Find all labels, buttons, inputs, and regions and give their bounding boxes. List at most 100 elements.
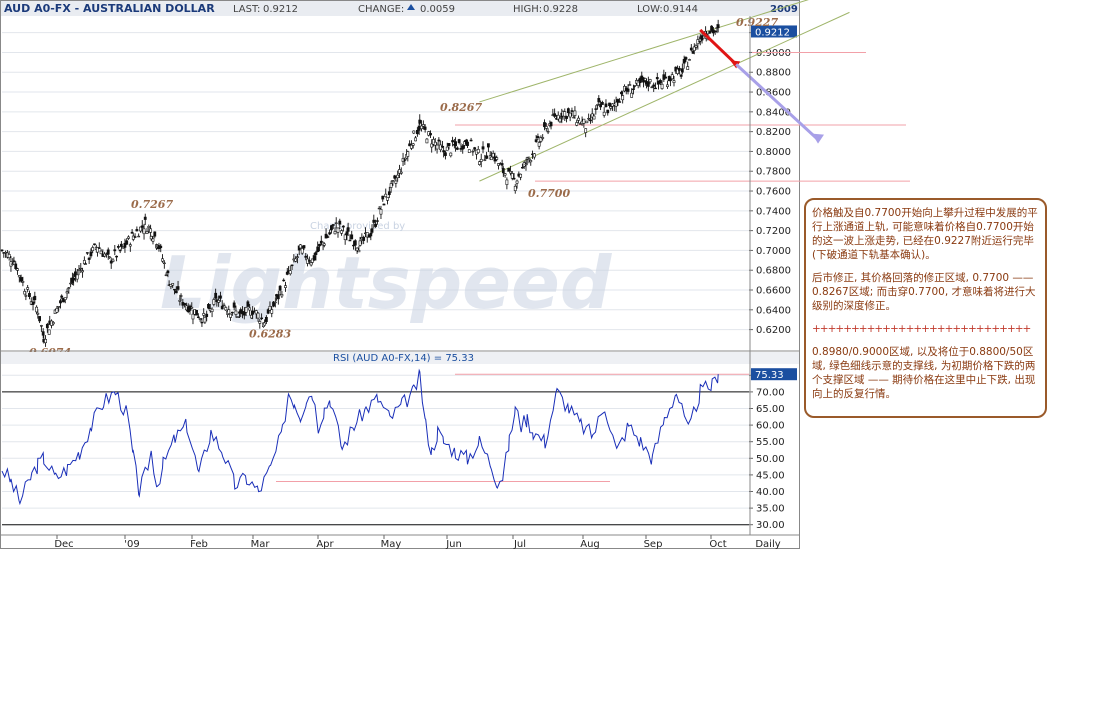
price-candle <box>566 108 570 114</box>
price-candle <box>41 331 45 336</box>
price-tick-label: 0.6600 <box>756 286 791 297</box>
price-candle <box>79 267 83 270</box>
price-candle <box>512 177 516 180</box>
price-tick-label: 0.7800 <box>756 167 791 178</box>
price-candle <box>597 98 601 103</box>
price-candle <box>273 301 277 304</box>
price-candle <box>358 240 362 246</box>
rsi-series <box>1 368 719 506</box>
price-candle <box>600 102 604 105</box>
price-candle <box>11 263 15 265</box>
price-candle <box>147 226 151 228</box>
price-candle <box>334 222 338 224</box>
price-candle <box>485 155 489 159</box>
price-candle <box>680 68 684 73</box>
price-candle <box>389 183 393 188</box>
rsi-tick-label: 60.00 <box>756 421 785 432</box>
price-candle <box>84 263 87 265</box>
price-candle <box>543 122 546 128</box>
price-candle <box>677 67 681 71</box>
price-candle <box>537 142 541 147</box>
price-candle <box>75 274 79 280</box>
price-candle <box>646 81 650 87</box>
price-candle <box>324 233 328 239</box>
price-candle <box>575 122 579 126</box>
price-candle <box>532 153 536 158</box>
price-candle <box>254 310 258 315</box>
price-candle <box>604 103 608 108</box>
price-candle <box>331 224 335 226</box>
price-candle <box>437 139 441 142</box>
price-candle <box>145 231 149 234</box>
last-price-label: 0.9212 <box>755 27 790 38</box>
price-candle <box>276 294 280 300</box>
price-candle <box>435 144 439 150</box>
price-candle <box>67 287 71 289</box>
last-label: LAST: <box>233 4 260 15</box>
price-grid <box>2 32 749 331</box>
price-candle <box>702 35 706 39</box>
price-candle <box>616 99 620 103</box>
price-candle <box>469 139 473 142</box>
price-candle <box>455 147 459 150</box>
price-tick-label: 0.8400 <box>756 107 791 118</box>
price-candle <box>565 116 568 119</box>
price-candle <box>710 25 713 31</box>
price-candle <box>232 302 236 308</box>
price-candle <box>258 321 262 324</box>
price-candle <box>491 153 495 158</box>
price-candle <box>573 110 577 116</box>
price-candle <box>77 269 81 271</box>
x-tick-label: Dec <box>54 539 73 550</box>
price-candle <box>340 230 343 234</box>
price-candle <box>682 59 686 64</box>
price-candle <box>411 143 415 146</box>
price-candle <box>343 234 347 240</box>
price-candle <box>113 249 117 252</box>
price-candle <box>439 144 443 151</box>
price-candle <box>87 257 91 260</box>
price-candle <box>91 247 95 251</box>
price-candle <box>521 166 524 169</box>
price-candle <box>686 66 690 70</box>
price-candle <box>599 104 602 108</box>
price-candle <box>602 111 606 116</box>
price-candle <box>270 309 274 314</box>
price-candle <box>626 88 630 92</box>
price-candle <box>585 120 589 124</box>
price-candle <box>224 307 228 311</box>
rsi-tick-label: 65.00 <box>756 404 785 415</box>
price-series <box>0 19 824 347</box>
rsi-tick-label: 45.00 <box>756 470 785 481</box>
rsi-value-marker <box>751 368 797 381</box>
price-candle <box>708 30 712 34</box>
rsi-tick-label: 55.00 <box>756 437 785 448</box>
price-candle <box>310 258 314 263</box>
x-tick-label: Apr <box>316 539 334 550</box>
price-candle <box>501 168 505 174</box>
price-candle <box>505 179 509 185</box>
price-candle <box>577 117 580 121</box>
price-candle <box>716 24 720 29</box>
price-candle <box>137 235 141 238</box>
price-candle <box>650 86 654 89</box>
price-candle <box>290 264 294 267</box>
price-candle <box>28 293 31 297</box>
rsi-tick-label: 70.00 <box>756 387 785 398</box>
price-candle <box>236 316 240 318</box>
price-candle <box>7 254 11 259</box>
price-candle <box>74 271 77 277</box>
price-candle <box>386 197 389 201</box>
price-candle <box>410 144 413 149</box>
price-candle <box>527 158 531 160</box>
price-candle <box>125 240 129 245</box>
x-axis: Dec '09 Feb Mar Apr May Jun Jul Aug Sep Oct Daily <box>54 535 781 550</box>
price-candle <box>151 238 155 242</box>
price-candle <box>116 246 120 248</box>
price-candle <box>372 219 376 223</box>
price-candle <box>307 260 311 262</box>
price-candle <box>300 248 304 254</box>
annotation-high-0-8267: 0.8267 <box>440 101 482 114</box>
price-candle <box>109 260 113 264</box>
price-candle <box>660 83 664 89</box>
